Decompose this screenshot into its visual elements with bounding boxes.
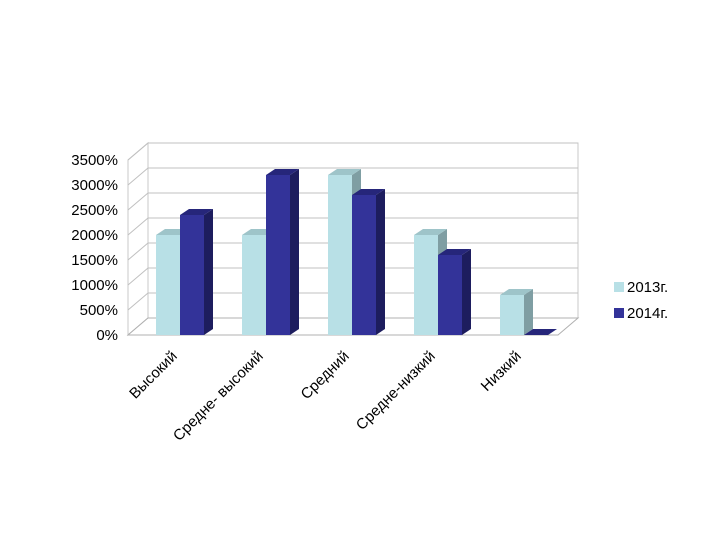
bar-front	[242, 235, 266, 335]
x-category-label: Низкий	[478, 348, 525, 395]
bar	[438, 249, 471, 335]
bar-top	[328, 169, 361, 175]
y-tick-label: 3000%	[71, 177, 118, 194]
bar-top	[352, 189, 385, 195]
bar	[180, 209, 213, 335]
bar-top	[266, 169, 299, 175]
x-category-label: Средне- высокий	[170, 348, 267, 445]
bar-top	[500, 289, 533, 295]
legend-label: 2013г.	[627, 279, 668, 296]
bar	[524, 329, 557, 335]
y-tick-label: 3500%	[71, 152, 118, 169]
gridline	[127, 142, 578, 161]
y-tick-label: 0%	[96, 327, 118, 344]
y-tick-label: 1500%	[71, 252, 118, 269]
legend-swatch	[614, 308, 624, 318]
bar	[352, 189, 385, 335]
bar-side	[462, 249, 471, 335]
gridline	[127, 167, 578, 186]
y-axis: 0% 500% 1000% 1500% 2000% 2500% 3000% 3500%	[71, 152, 118, 344]
bar-side	[376, 189, 385, 335]
x-category-label: Средне-низкий	[353, 348, 439, 434]
x-category-label: Высокий	[126, 348, 181, 403]
bar-side	[524, 289, 533, 335]
bar-front	[266, 175, 290, 335]
x-category-label: Средний	[298, 348, 353, 403]
y-tick-label: 2000%	[71, 227, 118, 244]
bar-top	[414, 229, 447, 235]
bar	[500, 289, 533, 335]
bar-side	[204, 209, 213, 335]
bar-front	[180, 215, 204, 335]
bar-top	[524, 329, 557, 335]
bar-top	[438, 249, 471, 255]
bar	[266, 169, 299, 335]
y-tick-label: 2500%	[71, 202, 118, 219]
bar-front	[352, 195, 376, 335]
legend-label: 2014г.	[627, 305, 668, 322]
y-tick-label: 500%	[80, 302, 118, 319]
bar-front	[156, 235, 180, 335]
bars	[156, 169, 557, 335]
legend-swatch	[614, 282, 624, 292]
bar-front	[438, 255, 462, 335]
bar-top	[180, 209, 213, 215]
legend: 2013г. 2014г.	[614, 279, 668, 322]
gridline	[127, 192, 578, 211]
bar-front	[500, 295, 524, 335]
bar-front	[414, 235, 438, 335]
gridline	[127, 217, 578, 236]
side-wall	[127, 141, 149, 337]
bar-side	[290, 169, 299, 335]
y-tick-label: 1000%	[71, 277, 118, 294]
bar-front	[328, 175, 352, 335]
